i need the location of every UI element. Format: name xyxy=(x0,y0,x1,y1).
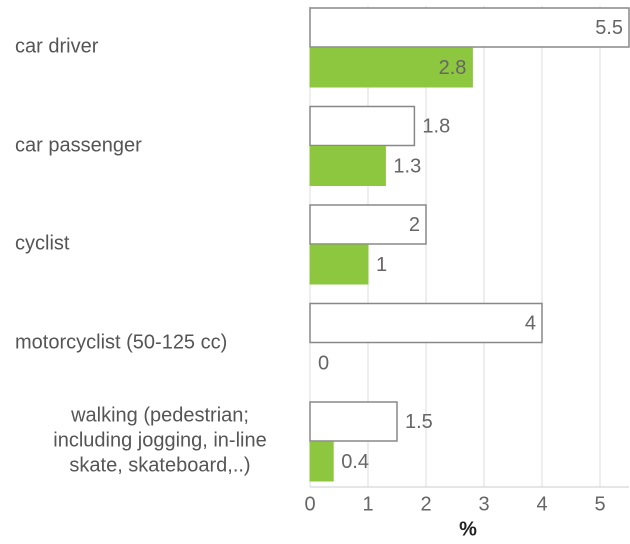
value-label: 5.5 xyxy=(595,17,623,39)
value-label: 0 xyxy=(318,352,329,374)
bar xyxy=(309,47,473,88)
bar xyxy=(309,146,386,186)
bar xyxy=(309,302,543,344)
bar xyxy=(309,204,427,245)
category-label: car driver xyxy=(15,35,99,58)
value-label: 0.4 xyxy=(341,451,369,473)
x-tick-label: 0 xyxy=(304,493,315,515)
value-label: 1.8 xyxy=(422,115,450,137)
value-label: 4 xyxy=(525,312,536,334)
x-tick-label: 5 xyxy=(594,493,605,515)
x-tick-label: 4 xyxy=(536,493,547,515)
bar xyxy=(309,441,334,482)
value-label: 1.3 xyxy=(393,155,421,177)
value-label: 2.8 xyxy=(439,57,467,79)
value-label: 1.5 xyxy=(405,411,433,433)
category-label: walking (pedestrian; including jogging, … xyxy=(53,404,267,477)
category-label: cyclist xyxy=(15,232,70,255)
x-tick-label: 1 xyxy=(362,493,373,515)
x-axis-label: % xyxy=(459,518,477,540)
value-label: 1 xyxy=(376,254,387,276)
bar xyxy=(309,244,369,285)
category-label: car passenger xyxy=(15,134,142,156)
category-label: motorcyclist (50-125 cc) xyxy=(15,331,228,353)
bar xyxy=(309,401,398,442)
bar xyxy=(309,7,630,48)
value-label: 2 xyxy=(409,214,420,236)
x-tick-label: 3 xyxy=(478,493,489,515)
bar xyxy=(309,105,416,147)
x-tick-label: 2 xyxy=(420,493,431,515)
